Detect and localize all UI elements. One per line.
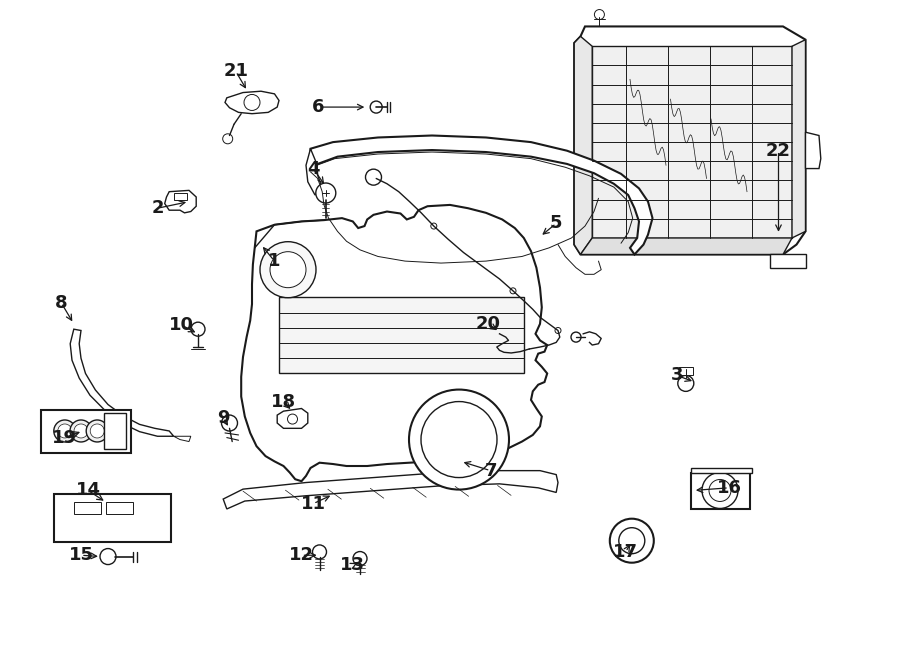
Circle shape bbox=[427, 408, 491, 471]
Polygon shape bbox=[277, 408, 308, 428]
Circle shape bbox=[222, 134, 233, 144]
Circle shape bbox=[353, 551, 367, 566]
Circle shape bbox=[270, 252, 306, 288]
Polygon shape bbox=[574, 36, 592, 254]
Bar bbox=[106, 502, 133, 514]
Circle shape bbox=[365, 169, 382, 185]
Circle shape bbox=[510, 288, 516, 294]
Text: 18: 18 bbox=[271, 393, 296, 411]
Polygon shape bbox=[770, 254, 806, 268]
Text: 11: 11 bbox=[301, 494, 326, 513]
Circle shape bbox=[260, 242, 316, 297]
Polygon shape bbox=[310, 136, 652, 254]
Circle shape bbox=[421, 402, 497, 477]
Text: 6: 6 bbox=[312, 98, 325, 116]
Bar bbox=[174, 193, 187, 200]
Text: 14: 14 bbox=[76, 481, 101, 500]
Circle shape bbox=[555, 327, 561, 334]
Text: 3: 3 bbox=[670, 366, 683, 385]
Bar bbox=[104, 413, 126, 449]
Text: 22: 22 bbox=[766, 141, 791, 160]
Text: 2: 2 bbox=[151, 199, 164, 217]
Circle shape bbox=[312, 545, 327, 559]
Circle shape bbox=[244, 95, 260, 110]
Text: 20: 20 bbox=[475, 315, 500, 333]
Polygon shape bbox=[223, 471, 558, 509]
Text: 7: 7 bbox=[484, 461, 497, 480]
Bar bbox=[691, 473, 750, 509]
Circle shape bbox=[90, 424, 104, 438]
Circle shape bbox=[54, 420, 76, 442]
Circle shape bbox=[100, 549, 116, 564]
Polygon shape bbox=[574, 26, 806, 254]
Circle shape bbox=[316, 183, 336, 203]
Polygon shape bbox=[70, 329, 174, 436]
Circle shape bbox=[58, 424, 72, 438]
Circle shape bbox=[74, 424, 88, 438]
Circle shape bbox=[678, 375, 694, 391]
Polygon shape bbox=[580, 238, 792, 254]
Text: 13: 13 bbox=[340, 556, 365, 574]
Text: 19: 19 bbox=[52, 428, 77, 447]
Circle shape bbox=[221, 415, 238, 431]
Circle shape bbox=[619, 527, 644, 554]
Circle shape bbox=[610, 519, 653, 563]
Text: 4: 4 bbox=[307, 159, 320, 178]
Circle shape bbox=[571, 332, 581, 342]
Bar bbox=[74, 502, 101, 514]
Bar bbox=[40, 410, 130, 453]
Circle shape bbox=[86, 420, 108, 442]
Text: 8: 8 bbox=[55, 293, 68, 312]
Text: 1: 1 bbox=[268, 252, 281, 270]
Bar bbox=[54, 494, 171, 542]
Circle shape bbox=[431, 223, 436, 229]
Polygon shape bbox=[165, 190, 196, 213]
Text: 21: 21 bbox=[223, 62, 248, 81]
Polygon shape bbox=[174, 436, 191, 442]
Text: 15: 15 bbox=[68, 546, 94, 564]
Text: 10: 10 bbox=[169, 316, 194, 334]
Circle shape bbox=[702, 473, 738, 508]
Polygon shape bbox=[225, 91, 279, 114]
Text: 5: 5 bbox=[550, 214, 562, 233]
Circle shape bbox=[370, 101, 382, 113]
Circle shape bbox=[409, 389, 509, 490]
Text: 16: 16 bbox=[716, 479, 742, 497]
Polygon shape bbox=[279, 297, 524, 373]
Circle shape bbox=[709, 479, 731, 502]
Bar bbox=[679, 367, 693, 375]
Polygon shape bbox=[592, 46, 792, 238]
Polygon shape bbox=[806, 132, 821, 169]
Circle shape bbox=[594, 9, 605, 20]
Circle shape bbox=[70, 420, 92, 442]
Text: 12: 12 bbox=[289, 546, 314, 564]
Circle shape bbox=[414, 395, 504, 485]
Polygon shape bbox=[691, 468, 752, 473]
Circle shape bbox=[191, 322, 205, 336]
Text: 9: 9 bbox=[217, 408, 230, 427]
Text: 17: 17 bbox=[613, 543, 638, 561]
Polygon shape bbox=[241, 205, 547, 481]
Polygon shape bbox=[306, 149, 322, 195]
Circle shape bbox=[287, 414, 298, 424]
Polygon shape bbox=[792, 40, 806, 238]
Circle shape bbox=[484, 416, 497, 428]
